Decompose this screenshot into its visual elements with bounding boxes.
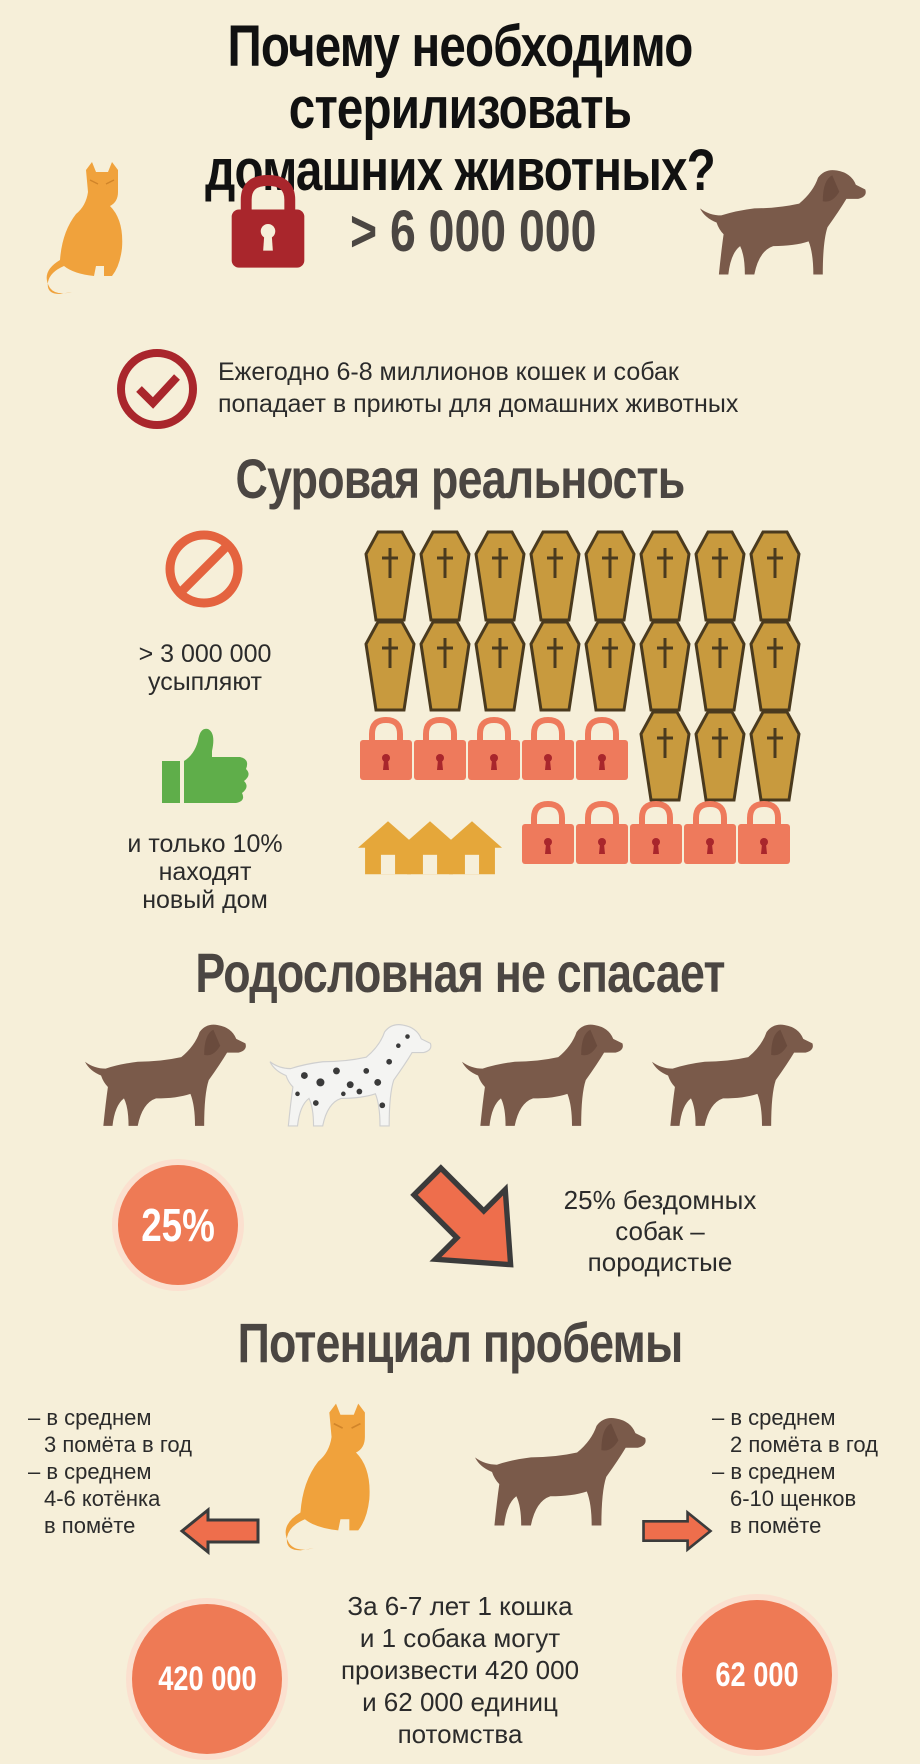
coffin-icon xyxy=(749,620,801,712)
dog-stat-line: – в среднем xyxy=(712,1405,836,1430)
home-text: и только 10% находят новый дом xyxy=(100,830,310,914)
reality-heading: Суровая реальность xyxy=(235,447,686,510)
coffin-icon xyxy=(639,530,691,622)
thumb-up-icon xyxy=(162,728,249,803)
home-line-2: находят xyxy=(158,858,252,886)
lock-icon xyxy=(738,802,790,866)
count-text: > 6 000 000 xyxy=(350,199,597,264)
coffin-icon xyxy=(639,710,691,802)
coffin-icon xyxy=(639,620,691,712)
euthanized-line-2: усыпляют xyxy=(147,668,262,696)
euthanized-line-1: > 3 000 000 xyxy=(138,640,272,668)
check-text: Ежегодно 6-8 миллионов кошек и собак поп… xyxy=(218,356,738,420)
dog-icon xyxy=(652,1024,813,1126)
home-line-3: новый дом xyxy=(142,886,268,914)
dog-icon xyxy=(700,170,866,275)
lock-icon xyxy=(468,718,520,782)
dog-icon xyxy=(85,1024,246,1126)
dog-stat-line: – в среднем xyxy=(712,1459,836,1484)
dog-stat-line: 6-10 щенков xyxy=(730,1486,857,1511)
coffin-icon xyxy=(419,620,471,712)
arrow-left-icon xyxy=(179,1506,260,1556)
coffin-icon xyxy=(474,620,526,712)
summary-line: и 62 000 единиц xyxy=(362,1687,558,1717)
home-line-1: и только 10% xyxy=(127,830,283,858)
cat-stat-line: 3 помёта в год xyxy=(44,1432,192,1457)
pedigree-text: 25% бездомных собак – породистые xyxy=(540,1185,780,1278)
coffin-icon xyxy=(694,620,746,712)
arrow-icon xyxy=(410,1160,520,1270)
coffin-icon xyxy=(694,710,746,802)
dog-icon xyxy=(475,1418,646,1526)
percent-badge: 25% xyxy=(118,1165,238,1285)
house-icon xyxy=(442,821,502,875)
coffin-grid xyxy=(364,530,804,902)
coffin-icon xyxy=(749,710,801,802)
dalmatian-icon xyxy=(269,1024,432,1127)
lock-icon xyxy=(360,718,412,782)
no-icon xyxy=(165,530,243,608)
summary-line: произвести 420 000 xyxy=(340,1655,580,1685)
dog-icon xyxy=(462,1024,623,1126)
cat-stat-line: – в среднем xyxy=(28,1405,152,1430)
pedigree-line-3: породистые xyxy=(587,1247,733,1277)
check-icon xyxy=(117,349,197,429)
page-title: Почему необходимо стерилизовать домашних… xyxy=(83,16,837,202)
arrow-right-icon xyxy=(642,1509,713,1553)
cat-stat-line: в помёте xyxy=(44,1513,136,1538)
coffin-icon xyxy=(529,530,581,622)
potential-heading: Потенциал пробемы xyxy=(237,1311,684,1374)
dog-stat-line: в помёте xyxy=(730,1513,822,1538)
dog-stats: – в среднем 2 помёта в год – в среднем 6… xyxy=(712,1404,912,1539)
pedigree-line-1: 25% бездомных xyxy=(563,1185,757,1215)
coffin-icon xyxy=(694,530,746,622)
cat-icon xyxy=(284,1402,371,1552)
lock-icon xyxy=(630,802,682,866)
summary-line: и 1 собака могут xyxy=(359,1623,561,1653)
percent-value: 25% xyxy=(141,1199,215,1251)
summary-line: За 6-7 лет 1 кошка xyxy=(347,1591,573,1621)
coffin-icon xyxy=(364,620,416,712)
summary-line: потомства xyxy=(397,1719,523,1749)
coffin-icon xyxy=(364,530,416,622)
coffin-icon xyxy=(749,530,801,622)
cat-stats: – в среднем 3 помёта в год – в среднем 4… xyxy=(28,1404,218,1539)
cat-icon xyxy=(45,161,123,295)
coffin-icon xyxy=(419,530,471,622)
cat-total-badge: 420 000 xyxy=(132,1604,282,1754)
lock-icon xyxy=(522,718,574,782)
lock-icon xyxy=(225,178,311,270)
cat-stat-line: – в среднем xyxy=(28,1459,152,1484)
coffin-icon xyxy=(584,530,636,622)
lock-icon xyxy=(684,802,736,866)
check-text-line-2: попадает в приюты для домашних животных xyxy=(218,390,739,418)
coffin-icon xyxy=(474,530,526,622)
dog-stat-line: 2 помёта в год xyxy=(730,1432,878,1457)
cat-total-value: 420 000 xyxy=(157,1659,257,1698)
lock-icon xyxy=(576,718,628,782)
pedigree-heading: Родословная не спасает xyxy=(195,941,725,1004)
check-text-line-1: Ежегодно 6-8 миллионов кошек и собак xyxy=(218,358,679,386)
lock-icon xyxy=(414,718,466,782)
lock-icon xyxy=(522,802,574,866)
title-line-1: Почему необходимо стерилизовать xyxy=(227,14,694,141)
coffin-icon xyxy=(584,620,636,712)
summary-text: За 6-7 лет 1 кошка и 1 собака могут прои… xyxy=(300,1590,620,1750)
euthanized-text: > 3 000 000 усыпляют xyxy=(100,640,310,696)
pedigree-line-2: собак – xyxy=(615,1216,705,1246)
coffin-icon xyxy=(529,620,581,712)
dog-total-badge: 62 000 xyxy=(682,1600,832,1750)
cat-stat-line: 4-6 котёнка xyxy=(44,1486,161,1511)
dog-total-value: 62 000 xyxy=(715,1655,799,1694)
lock-icon xyxy=(576,802,628,866)
